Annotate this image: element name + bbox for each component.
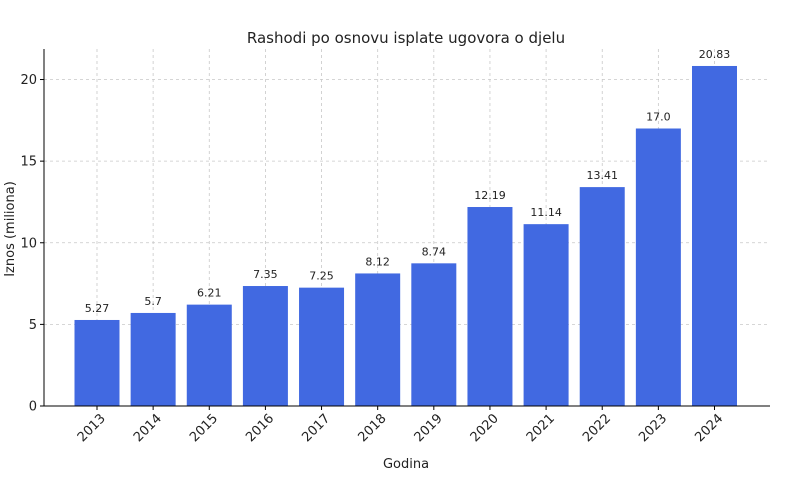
data-label-2014: 5.7 [144, 295, 162, 308]
y-tick-label: 5 [29, 318, 37, 333]
y-tick-label: 10 [20, 236, 37, 251]
x-tick-label-2022: 2022 [580, 411, 614, 445]
data-label-2020: 12.19 [474, 189, 506, 202]
x-tick-label-2015: 2015 [187, 411, 221, 445]
y-tick-label: 20 [20, 73, 37, 88]
x-tick-label-2013: 2013 [75, 411, 109, 445]
bar-2019 [411, 263, 457, 406]
x-tick-label-2020: 2020 [468, 411, 502, 445]
data-label-2019: 8.74 [422, 245, 447, 258]
x-tick-label-2019: 2019 [412, 411, 446, 445]
bar-2024 [692, 65, 737, 406]
bar-2015 [186, 304, 232, 406]
bar-2014 [130, 312, 176, 406]
data-label-2013: 5.27 [85, 302, 110, 315]
data-label-2023: 17.0 [646, 110, 671, 123]
x-tick-label-2018: 2018 [356, 411, 390, 445]
y-tick-label: 0 [29, 400, 37, 415]
bar-2013 [74, 319, 120, 406]
x-tick-label-2024: 2024 [692, 411, 726, 445]
y-tick-label: 15 [20, 155, 37, 170]
x-tick-label-2023: 2023 [636, 411, 670, 445]
bar-2016 [242, 286, 288, 406]
data-label-2021: 11.14 [530, 206, 562, 219]
data-label-2015: 6.21 [197, 287, 222, 300]
data-labels: 5.27 5.7 6.21 7.35 7.25 8.12 8.74 12.19 11.14 13.… [85, 48, 731, 315]
data-label-2016: 7.35 [253, 268, 278, 281]
x-axis-label: Godina [383, 457, 429, 472]
data-label-2024: 20.83 [699, 48, 731, 61]
y-axis-label: Iznos (miliona) [3, 181, 18, 277]
x-tick-label-2016: 2016 [243, 411, 277, 445]
chart-title: Rashodi po osnovu isplate ugovora o djel… [247, 29, 565, 47]
bars [74, 65, 737, 406]
bar-2022 [579, 187, 625, 406]
bar-2020 [467, 207, 513, 406]
x-tick-label-2014: 2014 [131, 411, 165, 445]
bar-2018 [355, 273, 401, 406]
data-label-2018: 8.12 [365, 255, 390, 268]
data-label-2017: 7.25 [309, 270, 334, 283]
bar-2023 [635, 128, 681, 406]
x-tick-label-2017: 2017 [299, 411, 333, 445]
data-label-2022: 13.41 [586, 169, 618, 182]
bar-2021 [523, 224, 569, 406]
bar-2017 [299, 287, 345, 406]
x-tick-label-2021: 2021 [524, 411, 558, 445]
